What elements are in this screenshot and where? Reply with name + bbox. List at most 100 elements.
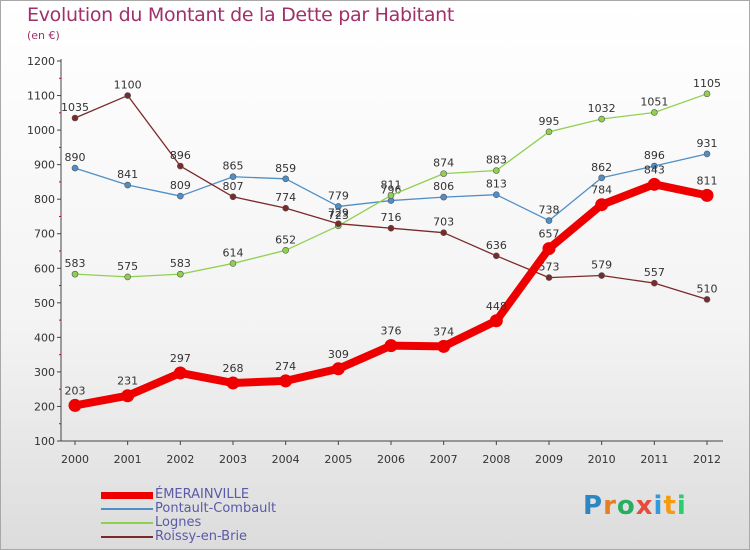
legend-swatch bbox=[101, 536, 153, 538]
data-label-1: 862 bbox=[591, 161, 612, 174]
proxiti-logo: Proxiti bbox=[583, 491, 687, 521]
data-label-1: 859 bbox=[275, 162, 296, 175]
x-tick-label: 2005 bbox=[324, 453, 352, 466]
x-tick-label: 2009 bbox=[535, 453, 563, 466]
data-label-2: 1051 bbox=[640, 95, 668, 108]
series-point-1 bbox=[282, 175, 289, 183]
y-tick-label: 1100 bbox=[27, 90, 55, 103]
data-label-3: 557 bbox=[644, 266, 665, 279]
data-label-3: 573 bbox=[539, 261, 560, 274]
series-point-1 bbox=[177, 192, 184, 200]
legend-swatch bbox=[101, 522, 153, 524]
data-label-0: 268 bbox=[223, 362, 244, 375]
series-point-1 bbox=[545, 217, 553, 224]
y-tick-label: 400 bbox=[34, 331, 55, 344]
y-tick-label: 200 bbox=[34, 400, 55, 413]
data-label-1: 779 bbox=[328, 189, 349, 202]
legend-swatch bbox=[101, 491, 153, 499]
series-point-3 bbox=[703, 296, 711, 303]
series-point-2 bbox=[440, 170, 447, 177]
series-point-0 bbox=[331, 362, 345, 376]
logo-letter: o bbox=[616, 491, 636, 521]
series-point-1 bbox=[335, 203, 342, 210]
data-label-3: 716 bbox=[381, 211, 402, 224]
logo-letter: t bbox=[663, 491, 677, 521]
series-point-2 bbox=[124, 273, 131, 281]
series-point-3 bbox=[71, 114, 79, 122]
logo-letter: x bbox=[635, 491, 654, 521]
data-label-3: 1100 bbox=[114, 79, 142, 92]
series-point-1 bbox=[598, 174, 605, 182]
data-label-1: 931 bbox=[697, 137, 718, 150]
y-tick-label: 900 bbox=[34, 159, 55, 172]
data-label-2: 614 bbox=[223, 246, 244, 259]
data-label-1: 865 bbox=[223, 160, 244, 173]
legend-label: Lognes bbox=[155, 515, 202, 530]
logo-letter: r bbox=[603, 491, 617, 521]
data-label-2: 723 bbox=[328, 209, 349, 222]
data-label-0: 376 bbox=[381, 325, 402, 338]
y-tick-label: 1200 bbox=[27, 55, 55, 68]
data-label-3: 703 bbox=[433, 216, 454, 229]
y-tick-label: 500 bbox=[34, 297, 55, 310]
legend-label: ÉMERAINVILLE bbox=[155, 487, 250, 502]
data-label-1: 738 bbox=[539, 204, 560, 217]
y-tick-label: 800 bbox=[34, 193, 55, 206]
series-point-3 bbox=[387, 224, 395, 232]
data-label-2: 883 bbox=[486, 154, 507, 167]
data-label-0: 203 bbox=[65, 384, 86, 397]
series-point-0 bbox=[226, 376, 240, 390]
series-point-1 bbox=[124, 181, 131, 189]
series-point-0 bbox=[121, 389, 135, 403]
x-tick-label: 2011 bbox=[640, 453, 668, 466]
series-point-3 bbox=[651, 279, 658, 287]
data-label-0: 657 bbox=[539, 228, 560, 241]
series-point-0 bbox=[542, 242, 556, 256]
series-point-3 bbox=[229, 193, 237, 201]
chart-title: Evolution du Montant de la Dette par Hab… bbox=[27, 4, 455, 26]
data-label-3: 510 bbox=[697, 282, 718, 295]
series-point-1 bbox=[651, 162, 658, 170]
data-label-3: 579 bbox=[591, 259, 612, 272]
series-point-0 bbox=[279, 374, 293, 388]
data-label-0: 811 bbox=[697, 174, 718, 187]
y-tick-label: 700 bbox=[34, 228, 55, 241]
data-label-0: 231 bbox=[117, 375, 138, 388]
series-point-3 bbox=[493, 252, 500, 260]
data-label-3: 774 bbox=[275, 191, 296, 204]
series-point-0 bbox=[173, 366, 187, 380]
series-point-3 bbox=[335, 220, 342, 228]
x-tick-label: 2002 bbox=[166, 453, 194, 466]
series-point-3 bbox=[124, 92, 131, 99]
legend-swatch bbox=[101, 508, 153, 510]
x-tick-label: 2007 bbox=[430, 453, 458, 466]
legend-label: Pontault-Combault bbox=[155, 501, 277, 516]
series-point-2 bbox=[598, 115, 605, 123]
series-point-2 bbox=[229, 260, 237, 267]
y-tick-label: 100 bbox=[34, 435, 55, 448]
data-label-3: 729 bbox=[328, 207, 349, 220]
series-point-1 bbox=[71, 164, 79, 172]
series-point-2 bbox=[493, 167, 500, 174]
data-label-3: 636 bbox=[486, 239, 507, 252]
y-tick-label: 1000 bbox=[27, 124, 55, 137]
series-point-1 bbox=[493, 191, 500, 198]
data-label-0: 784 bbox=[591, 184, 612, 197]
data-label-1: 809 bbox=[170, 179, 191, 192]
series-point-0 bbox=[68, 398, 82, 412]
data-label-2: 583 bbox=[65, 257, 86, 270]
series-point-2 bbox=[387, 192, 395, 199]
series-point-1 bbox=[703, 150, 711, 158]
series-point-2 bbox=[177, 270, 184, 278]
series-point-1 bbox=[229, 173, 237, 181]
x-tick-label: 2010 bbox=[588, 453, 616, 466]
data-label-1: 806 bbox=[433, 180, 454, 193]
logo-letter: P bbox=[583, 491, 604, 521]
series-point-0 bbox=[700, 188, 714, 202]
data-label-2: 1105 bbox=[693, 77, 721, 90]
series-point-2 bbox=[282, 247, 289, 254]
logo-letter: i bbox=[676, 491, 687, 521]
data-label-0: 843 bbox=[644, 163, 665, 176]
legend-label: Roissy-en-Brie bbox=[155, 529, 248, 544]
series-point-3 bbox=[282, 204, 289, 212]
